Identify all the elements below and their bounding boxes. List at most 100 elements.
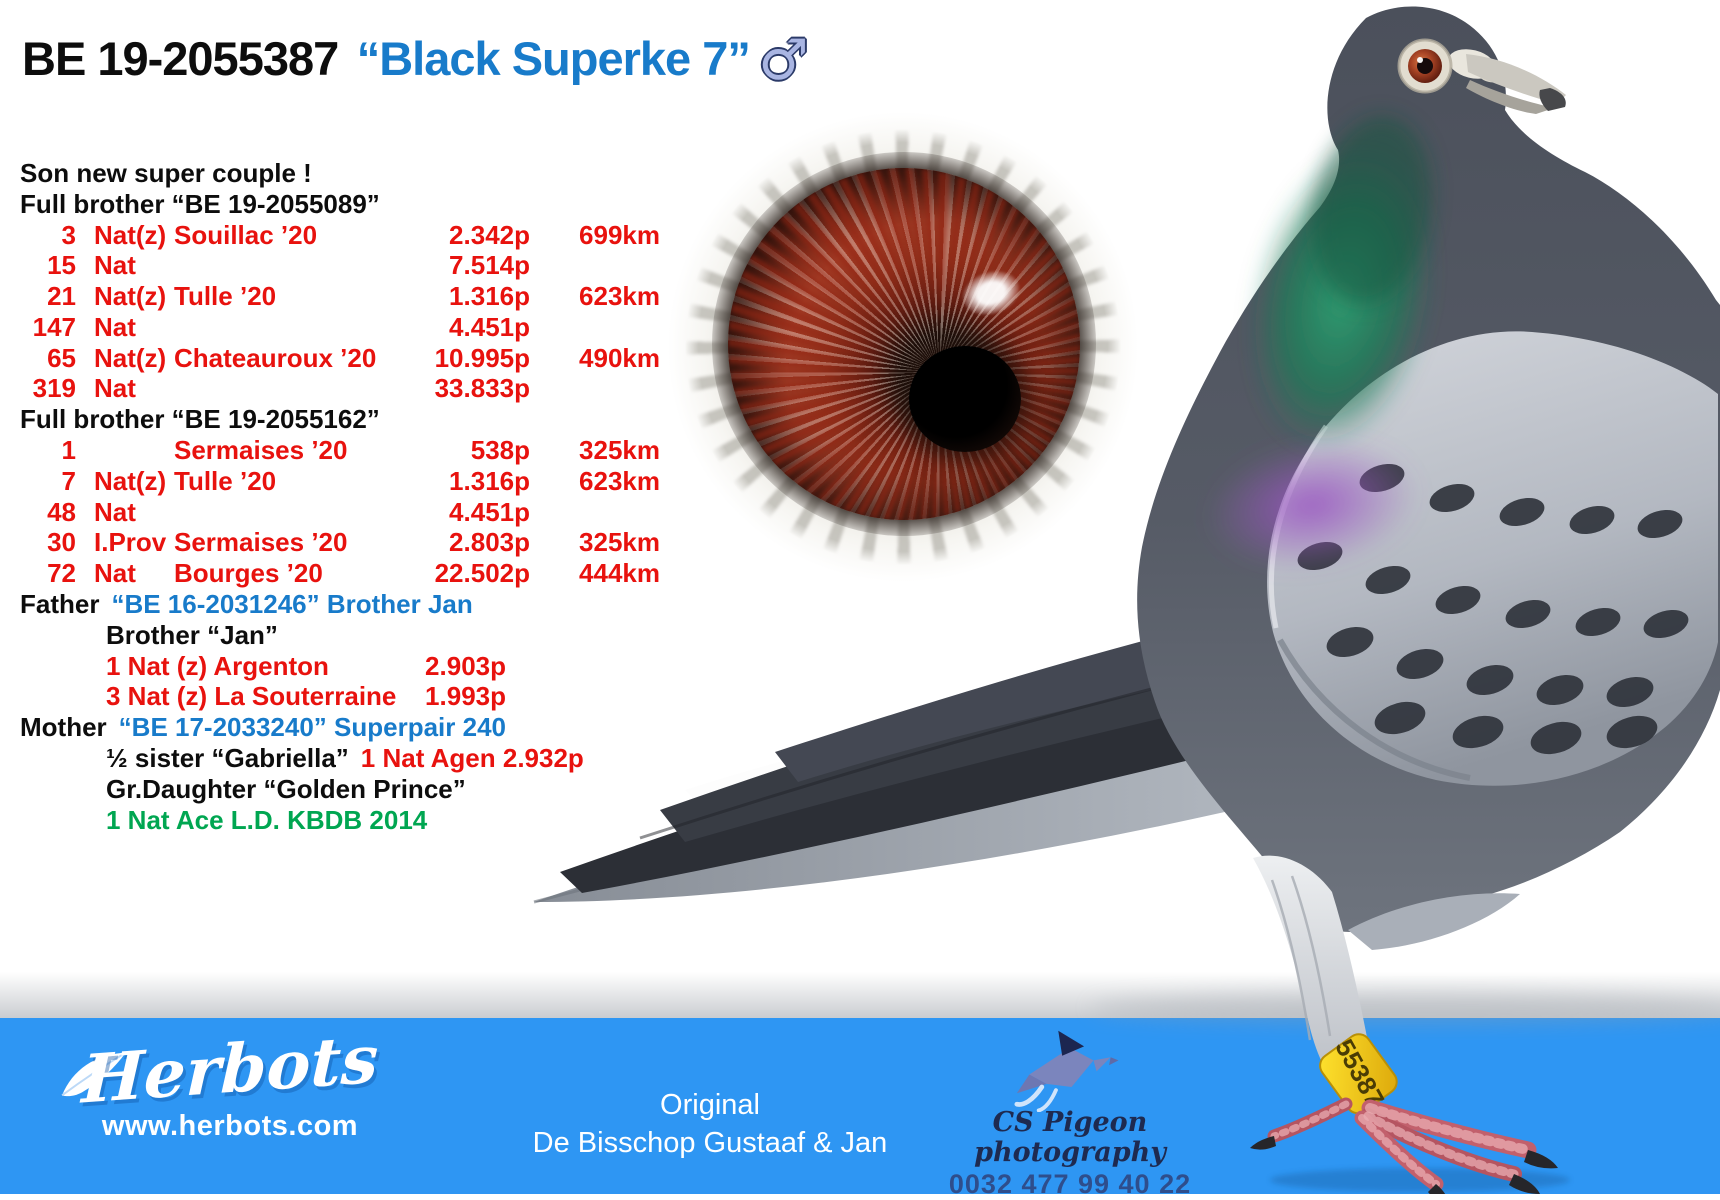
result-place: 319 [32, 373, 76, 404]
result-row: 15 Nat 7.514p [20, 250, 660, 281]
result-distance: 444km [579, 558, 660, 589]
result-level: Nat(z) [94, 219, 167, 250]
eye-closeup-photo [662, 106, 1144, 588]
result-row: 3 Nat(z) Souillac ’20 2.342p 699km [20, 220, 660, 251]
ace-line: 1 Nat Ace L.D. KBDB 2014 [106, 804, 428, 835]
wing-checker-spots [1297, 463, 1689, 755]
cs-photography-name: CS Pigeon photography [974, 1107, 1166, 1168]
father-line: Father “BE 16-2031246” Brother Jan [20, 589, 660, 620]
result-place: 65 [47, 342, 76, 373]
footer-band [0, 1018, 1720, 1194]
result-race: Tulle ’20 [174, 281, 277, 312]
result-place: 48 [47, 496, 76, 527]
result-place: 15 [47, 250, 76, 281]
result-row: 21 Nat(z) Tulle ’20 1.316p 623km [20, 281, 660, 312]
result-row: 319 Nat 33.833p [20, 373, 660, 405]
title-ring-number: BE 19-2055387 [22, 32, 339, 85]
sister-label: ½ sister “Gabriella” [106, 743, 349, 774]
result-points: 1.316p [449, 465, 530, 496]
result-level: I.Prov [94, 527, 167, 558]
result-place: 7 [61, 465, 76, 496]
result-race: 1 Nat (z) Argenton [106, 650, 329, 681]
result-points: 2.342p [449, 219, 530, 250]
pigeon-foot [1267, 1097, 1537, 1192]
result-level: Nat [94, 558, 136, 589]
result-row: 72 Nat Bourges ’20 22.502p 444km [20, 558, 660, 589]
mother-label: Mother [20, 712, 107, 743]
origin-credit: Original De Bisschop Gustaaf & Jan [520, 1086, 900, 1162]
herbots-logo: Herbots www.herbots.com [61, 1019, 390, 1143]
intro-line: Son new super couple ! [20, 157, 312, 188]
feather-icon [61, 1051, 127, 1097]
result-distance: 623km [579, 465, 660, 496]
brother1-heading: Full brother “BE 19-2055089” [20, 188, 380, 219]
bird-shadow [1090, 992, 1720, 1024]
result-place: 1 [61, 435, 76, 466]
result-distance: 325km [579, 435, 660, 466]
result-level: Nat [94, 311, 136, 342]
neck-purple-sheen [1205, 439, 1419, 571]
eye-iris-speckle [728, 168, 1080, 520]
result-points: 2.903p [425, 650, 506, 681]
result-level: Nat [94, 496, 136, 527]
result-level: Nat(z) [94, 281, 167, 312]
result-race: Souillac ’20 [174, 219, 318, 250]
result-row: 65 Nat(z) Chateauroux ’20 10.995p 490km [20, 343, 660, 374]
result-distance: 490km [579, 342, 660, 373]
result-points: 33.833p [434, 373, 530, 404]
result-level: Nat [94, 373, 136, 404]
result-place: 30 [47, 527, 76, 558]
cs-photography-credit: CS Pigeon photography 0032 477 99 40 22 [915, 1026, 1225, 1200]
father-label: Father [20, 589, 100, 620]
father-ring: “BE 16-2031246” Brother Jan [111, 589, 473, 620]
result-place: 3 [61, 219, 76, 250]
sister-result: 1 Nat Agen 2.932p [360, 743, 584, 774]
result-points: 4.451p [449, 496, 530, 527]
wing-shield [1267, 331, 1718, 786]
father-result-row: 3 Nat (z) La Souterraine 1.993p [106, 681, 506, 713]
result-points: 22.502p [434, 558, 530, 589]
result-points: 1.316p [449, 281, 530, 312]
result-row: 147 Nat 4.451p [20, 312, 660, 343]
cs-pigeon-logo-icon [1014, 1030, 1119, 1112]
origin-line2: De Bisschop Gustaaf & Jan [532, 1127, 888, 1159]
father-result-row: 1 Nat (z) Argenton 2.903p [106, 651, 506, 682]
pedigree-text-block: Son new super couple ! Full brother “BE … [20, 158, 660, 836]
result-distance: 623km [579, 281, 660, 312]
result-row: 1 Sermaises ’20 538p 325km [20, 435, 660, 466]
result-row: 48 Nat 4.451p [20, 497, 660, 528]
result-level: Nat [94, 250, 136, 281]
eye-pupil [909, 346, 1021, 452]
result-race: Sermaises ’20 [174, 435, 348, 466]
result-place: 147 [32, 311, 76, 342]
result-row: 7 Nat(z) Tulle ’20 1.316p 623km [20, 466, 660, 497]
mother-line: Mother “BE 17-2033240” Superpair 240 [20, 712, 660, 743]
herbots-wordmark: Herbots [80, 1019, 380, 1119]
result-points: 10.995p [434, 342, 530, 373]
result-place: 21 [47, 281, 76, 312]
result-points: 2.803p [449, 527, 530, 558]
herbots-url: www.herbots.com [101, 1110, 359, 1142]
result-distance: 699km [579, 219, 660, 250]
page-title: BE 19-2055387 “Black Superke 7” ♂ [22, 28, 809, 93]
result-points: 1.993p [425, 681, 506, 712]
result-row: 30 I.Prov Sermaises ’20 2.803p 325km [20, 527, 660, 559]
result-points: 4.451p [449, 311, 530, 342]
father-sub-line: Brother “Jan” [106, 619, 278, 650]
result-place: 72 [47, 558, 76, 589]
pigeon-photo: 55387 [533, 6, 1720, 1194]
result-level: Nat(z) [94, 342, 167, 373]
granddaughter-line: Gr.Daughter “Golden Prince” [106, 773, 466, 804]
brother2-heading: Full brother “BE 19-2055162” [20, 404, 380, 435]
result-race: Tulle ’20 [174, 465, 277, 496]
result-race: Sermaises ’20 [174, 527, 348, 558]
title-bird-name: “Black Superke 7” [356, 32, 751, 85]
male-icon: ♂ [758, 28, 809, 93]
mother-ring: “BE 17-2033240” Superpair 240 [118, 712, 507, 743]
result-points: 538p [470, 435, 530, 466]
result-race: Chateauroux ’20 [174, 342, 377, 373]
origin-line1: Original [660, 1089, 760, 1121]
result-points: 7.514p [449, 250, 530, 281]
result-distance: 325km [579, 527, 660, 558]
result-race: Bourges ’20 [174, 558, 323, 589]
